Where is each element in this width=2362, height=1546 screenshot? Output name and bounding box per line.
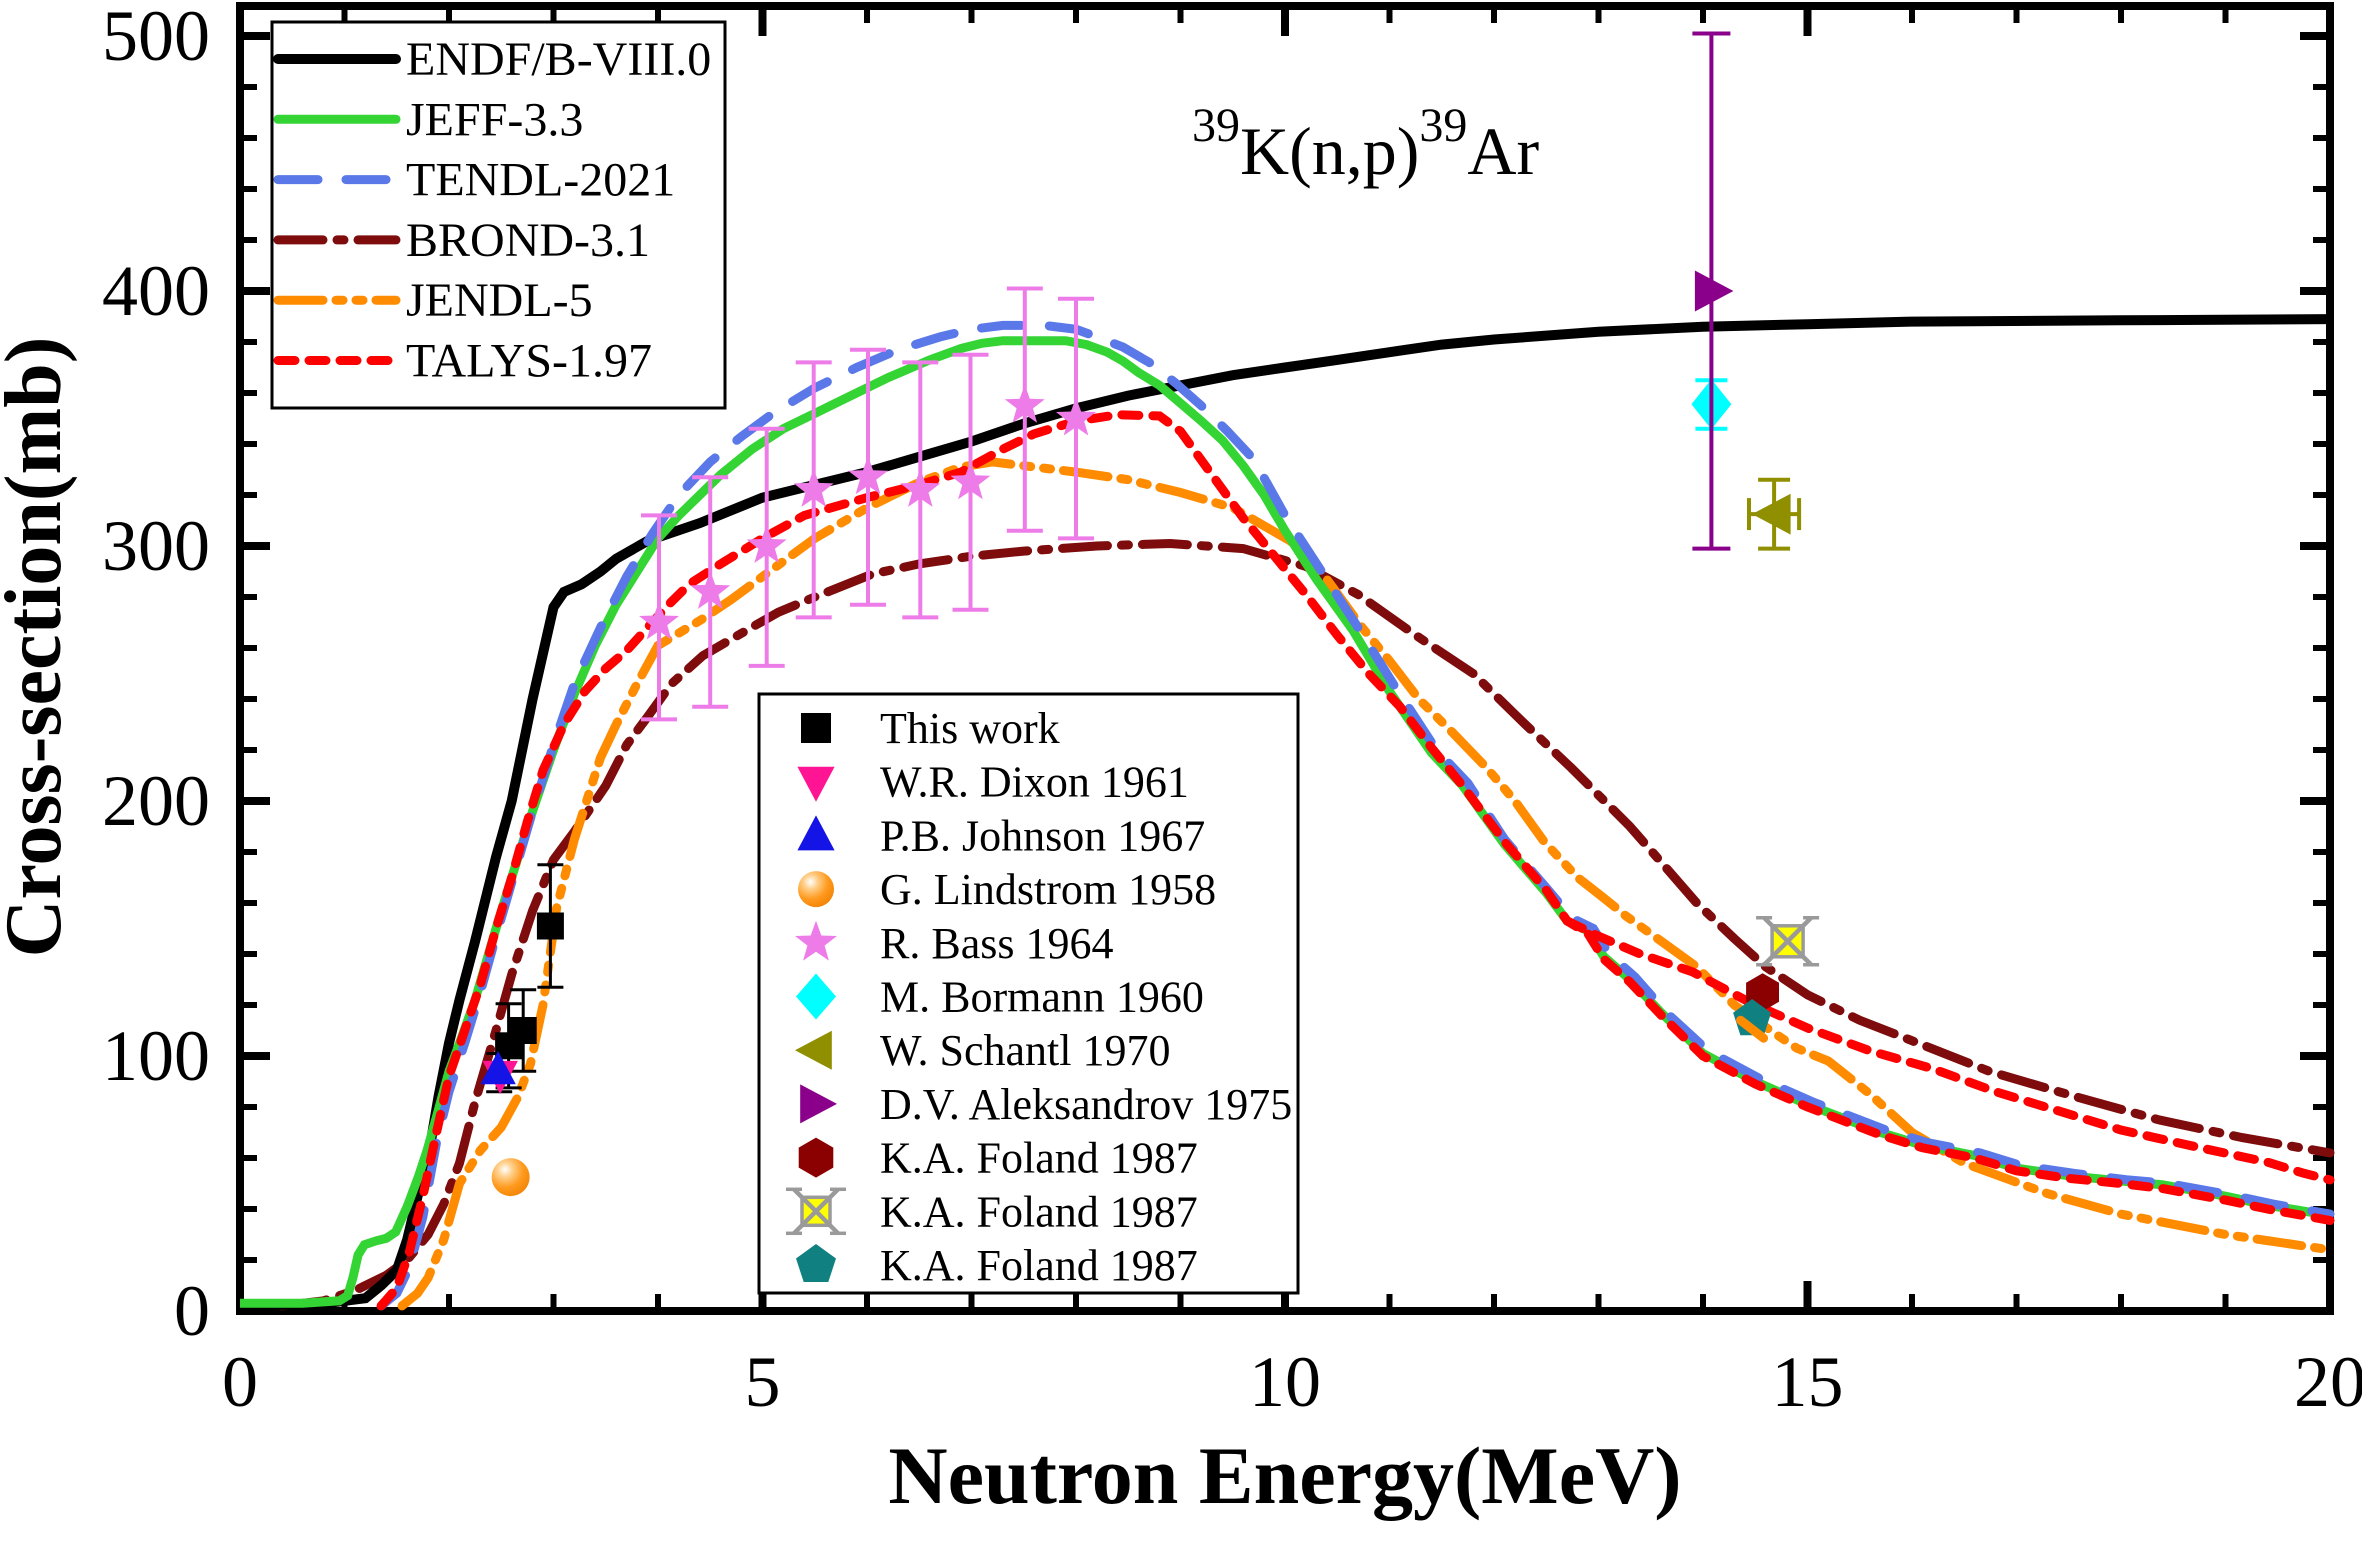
svg-text:K.A. Foland 1987: K.A. Foland 1987 — [880, 1187, 1198, 1236]
svg-text:W. Schantl 1970: W. Schantl 1970 — [880, 1026, 1170, 1075]
svg-text:Cross-section(mb): Cross-section(mb) — [0, 337, 78, 958]
svg-text:20: 20 — [2294, 1342, 2362, 1422]
svg-text:P.B. Johnson 1967: P.B. Johnson 1967 — [880, 811, 1205, 860]
svg-text:500: 500 — [102, 0, 210, 76]
svg-text:M. Bormann 1960: M. Bormann 1960 — [880, 973, 1204, 1022]
svg-text:BROND-3.1: BROND-3.1 — [406, 214, 650, 267]
svg-text:This work: This work — [880, 704, 1060, 753]
svg-text:R. Bass 1964: R. Bass 1964 — [880, 919, 1113, 968]
svg-text:5: 5 — [745, 1342, 781, 1422]
svg-text:W.R. Dixon 1961: W.R. Dixon 1961 — [880, 758, 1189, 807]
svg-text:K.A. Foland 1987: K.A. Foland 1987 — [880, 1241, 1198, 1290]
svg-text:Neutron Energy(MeV): Neutron Energy(MeV) — [888, 1430, 1681, 1521]
svg-text:10: 10 — [1249, 1342, 1321, 1422]
svg-text:39K(n,p)39Ar: 39K(n,p)39Ar — [1192, 99, 1540, 189]
svg-text:G. Lindstrom 1958: G. Lindstrom 1958 — [880, 865, 1216, 914]
svg-text:JENDL-5: JENDL-5 — [406, 274, 593, 327]
svg-text:300: 300 — [102, 506, 210, 586]
svg-text:0: 0 — [222, 1342, 258, 1422]
svg-text:400: 400 — [102, 251, 210, 331]
svg-text:D.V. Aleksandrov 1975: D.V. Aleksandrov 1975 — [880, 1080, 1292, 1129]
svg-text:ENDF/B-VIII.0: ENDF/B-VIII.0 — [406, 33, 711, 86]
svg-text:K.A. Foland 1987: K.A. Foland 1987 — [880, 1134, 1198, 1183]
svg-text:0: 0 — [174, 1271, 210, 1351]
svg-text:TALYS-1.97: TALYS-1.97 — [406, 335, 652, 388]
svg-text:TENDL-2021: TENDL-2021 — [406, 154, 675, 207]
svg-text:JEFF-3.3: JEFF-3.3 — [406, 93, 583, 146]
svg-text:100: 100 — [102, 1016, 210, 1096]
svg-text:200: 200 — [102, 761, 210, 841]
svg-text:15: 15 — [1772, 1342, 1844, 1422]
